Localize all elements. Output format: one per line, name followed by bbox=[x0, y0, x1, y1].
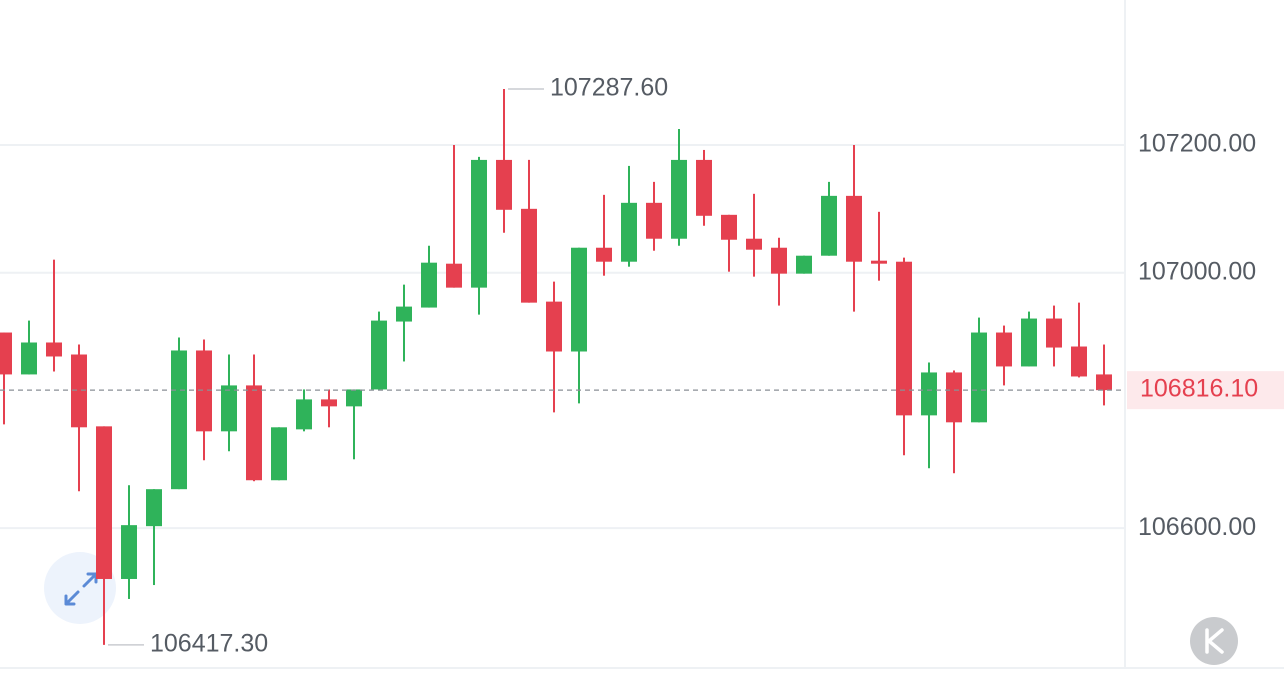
candle-body bbox=[646, 202, 662, 239]
candle-body bbox=[1046, 318, 1062, 348]
candle-body bbox=[196, 350, 212, 432]
candle-body bbox=[146, 489, 162, 527]
k-icon bbox=[1205, 628, 1224, 654]
candle-body bbox=[0, 332, 12, 375]
candle-body bbox=[371, 320, 387, 390]
candle-body bbox=[121, 525, 137, 579]
candle-body bbox=[546, 301, 562, 352]
candle-body bbox=[46, 342, 62, 357]
last-price-label: 106816.10 bbox=[1140, 375, 1258, 403]
candle-body bbox=[821, 195, 837, 256]
last-price-bg bbox=[1127, 371, 1284, 410]
candle-body bbox=[471, 159, 487, 288]
candle-body bbox=[321, 399, 337, 407]
candle-body bbox=[996, 332, 1012, 367]
expand-icon bbox=[64, 572, 98, 606]
min-label: 106417.30 bbox=[150, 629, 268, 657]
candle-body bbox=[871, 260, 887, 264]
candle-body bbox=[696, 159, 712, 216]
candle-body bbox=[496, 159, 512, 210]
candle-body bbox=[721, 214, 737, 240]
candle-body bbox=[746, 238, 762, 250]
candle-body bbox=[596, 247, 612, 262]
y-tick-label: 107000.00 bbox=[1138, 257, 1256, 285]
candle-body bbox=[421, 262, 437, 308]
k-button-bg bbox=[1190, 617, 1238, 665]
k-button[interactable] bbox=[1190, 617, 1238, 665]
candle-body bbox=[396, 306, 412, 322]
candle-body bbox=[571, 247, 587, 352]
candle-body bbox=[846, 195, 862, 262]
candle-body bbox=[1096, 374, 1112, 391]
candle-body bbox=[946, 372, 962, 423]
candle-body bbox=[271, 427, 287, 481]
candle-body bbox=[71, 354, 87, 428]
max-label: 107287.60 bbox=[550, 74, 668, 102]
y-tick-label: 107200.00 bbox=[1138, 130, 1256, 158]
candle-body bbox=[246, 385, 262, 481]
candle-body bbox=[671, 159, 687, 239]
candle-body bbox=[621, 202, 637, 262]
candle-body bbox=[896, 261, 912, 416]
candle-body bbox=[96, 426, 112, 579]
candle-body bbox=[221, 385, 237, 432]
candle-body bbox=[171, 350, 187, 490]
candle-body bbox=[1071, 346, 1087, 377]
y-tick-label: 106600.00 bbox=[1138, 513, 1256, 541]
candle-body bbox=[21, 342, 37, 375]
candle-body bbox=[971, 332, 987, 423]
candle-body bbox=[921, 372, 937, 416]
candle-body bbox=[771, 247, 787, 274]
candle-body bbox=[346, 389, 362, 407]
candle-body bbox=[446, 263, 462, 288]
candle-body bbox=[521, 208, 537, 303]
candle-body bbox=[796, 255, 812, 274]
candle-body bbox=[1021, 318, 1037, 367]
candle-body bbox=[296, 399, 312, 430]
